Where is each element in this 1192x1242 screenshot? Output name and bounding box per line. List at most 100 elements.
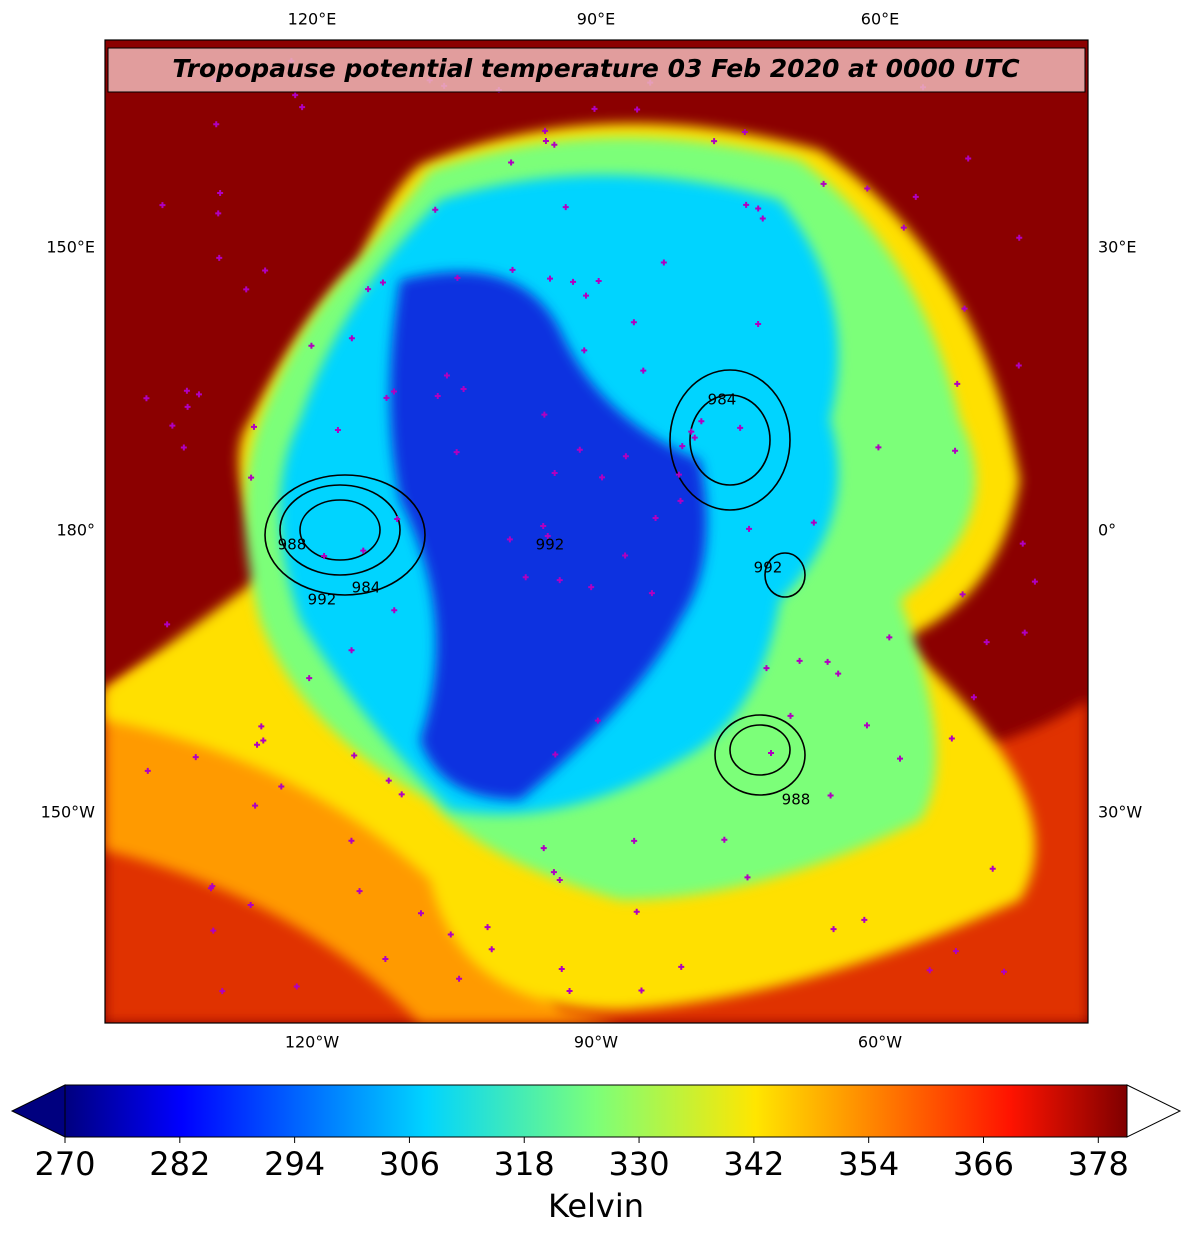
lat-label: 150°W [41, 803, 96, 822]
station [453, 449, 460, 456]
station [952, 948, 959, 955]
station [356, 888, 363, 895]
station [743, 201, 750, 208]
contour-label: 992 [308, 591, 337, 609]
station [675, 471, 682, 478]
station [248, 474, 255, 481]
station [540, 845, 547, 852]
map-frame [104, 39, 1089, 1024]
station [1016, 234, 1023, 241]
station [258, 723, 265, 730]
colorbar-tick-label: 378 [1068, 1145, 1129, 1183]
station [143, 395, 150, 402]
colorbar-extend-max [1126, 1084, 1182, 1138]
station [252, 802, 259, 809]
colorbar-label: Kelvin [548, 1187, 644, 1225]
station [417, 910, 424, 917]
station [306, 675, 313, 682]
station [634, 106, 641, 113]
colorbar-tick-label: 282 [149, 1145, 210, 1183]
station [213, 121, 220, 128]
station [827, 792, 834, 799]
station [759, 215, 766, 222]
colorbar-tick-label: 318 [494, 1145, 555, 1183]
colorbar-tick-label: 330 [609, 1145, 670, 1183]
station [394, 516, 401, 523]
station [348, 647, 355, 654]
station [544, 533, 551, 539]
station [144, 767, 151, 774]
lat-label: 30°W [1098, 803, 1142, 822]
station [365, 286, 372, 293]
map-field [105, 40, 1088, 1023]
station [562, 204, 569, 211]
station [542, 127, 549, 134]
station [216, 254, 223, 261]
station [897, 755, 904, 762]
station [755, 320, 762, 327]
station [184, 403, 191, 410]
station [456, 975, 463, 982]
colorbar-tick-label: 366 [953, 1145, 1014, 1183]
station [678, 963, 685, 970]
station [1019, 540, 1026, 547]
station [970, 694, 977, 701]
station [631, 837, 638, 844]
station [293, 983, 300, 990]
station [348, 837, 355, 844]
station [912, 193, 919, 200]
station [1015, 362, 1022, 369]
station [447, 931, 454, 938]
station [540, 523, 547, 530]
station [215, 210, 222, 217]
station [207, 885, 214, 892]
colorbar-tick-label: 354 [838, 1145, 899, 1183]
station [1031, 578, 1038, 585]
station [588, 584, 595, 591]
lon-label: 90°W [574, 1033, 618, 1052]
colorbar: 270 282 294 306 318 330 342 354 366 378 Kelvin [10, 1084, 1182, 1225]
station [262, 267, 269, 274]
station [1000, 968, 1007, 975]
station [861, 916, 868, 923]
lon-label: 60°E [861, 10, 899, 29]
lat-label: 150°E [46, 238, 95, 257]
lat-label: 30°E [1098, 238, 1136, 257]
station [875, 444, 882, 451]
station [863, 722, 870, 729]
station [308, 342, 315, 349]
station [299, 104, 306, 111]
station [576, 446, 583, 453]
station [763, 665, 770, 672]
station [180, 444, 187, 451]
station [385, 777, 392, 784]
station [509, 266, 516, 273]
station [583, 292, 590, 299]
station [886, 634, 893, 641]
station [210, 927, 217, 934]
station [379, 279, 386, 286]
contour-label: 992 [754, 559, 783, 577]
station [677, 497, 684, 504]
station [698, 418, 705, 425]
lon-label: 90°E [577, 10, 615, 29]
colorbar-tick-label: 306 [379, 1145, 440, 1183]
station [824, 658, 831, 665]
station [460, 386, 467, 393]
station [1021, 629, 1028, 636]
station [321, 553, 328, 560]
station [550, 869, 557, 876]
station [810, 519, 817, 526]
station [989, 865, 996, 872]
station [954, 380, 961, 387]
station [551, 141, 558, 148]
station [159, 202, 166, 209]
station [959, 591, 966, 598]
station [926, 967, 933, 974]
station [652, 515, 659, 522]
station [334, 426, 341, 433]
station [796, 657, 803, 664]
colorbar-tick-label: 342 [723, 1145, 784, 1183]
station [660, 259, 667, 266]
